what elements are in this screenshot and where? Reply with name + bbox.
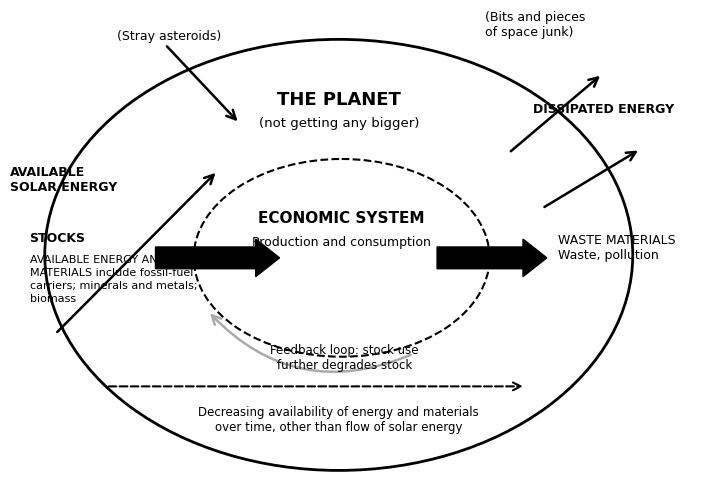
Text: THE PLANET: THE PLANET bbox=[277, 91, 401, 109]
Text: (not getting any bigger): (not getting any bigger) bbox=[259, 117, 419, 130]
Text: (Stray asteroids): (Stray asteroids) bbox=[117, 30, 221, 44]
Text: ECONOMIC SYSTEM: ECONOMIC SYSTEM bbox=[259, 211, 425, 226]
FancyArrow shape bbox=[155, 239, 280, 277]
Text: Production and consumption: Production and consumption bbox=[252, 236, 431, 248]
Text: Feedback loop: stock use
further degrades stock: Feedback loop: stock use further degrade… bbox=[270, 344, 419, 372]
Text: AVAILABLE ENERGY AND
MATERIALS include fossil-fuel
carriers; minerals and metals: AVAILABLE ENERGY AND MATERIALS include f… bbox=[30, 255, 197, 304]
Text: Decreasing availability of energy and materials
over time, other than flow of so: Decreasing availability of energy and ma… bbox=[198, 406, 479, 434]
FancyArrow shape bbox=[437, 239, 547, 277]
Text: WASTE MATERIALS
Waste, pollution: WASTE MATERIALS Waste, pollution bbox=[558, 234, 676, 262]
Text: (Bits and pieces
of space junk): (Bits and pieces of space junk) bbox=[485, 11, 585, 39]
Text: STOCKS: STOCKS bbox=[30, 232, 86, 245]
Text: AVAILABLE
SOLAR ENERGY: AVAILABLE SOLAR ENERGY bbox=[11, 166, 117, 194]
Text: DISSIPATED ENERGY: DISSIPATED ENERGY bbox=[533, 103, 673, 116]
